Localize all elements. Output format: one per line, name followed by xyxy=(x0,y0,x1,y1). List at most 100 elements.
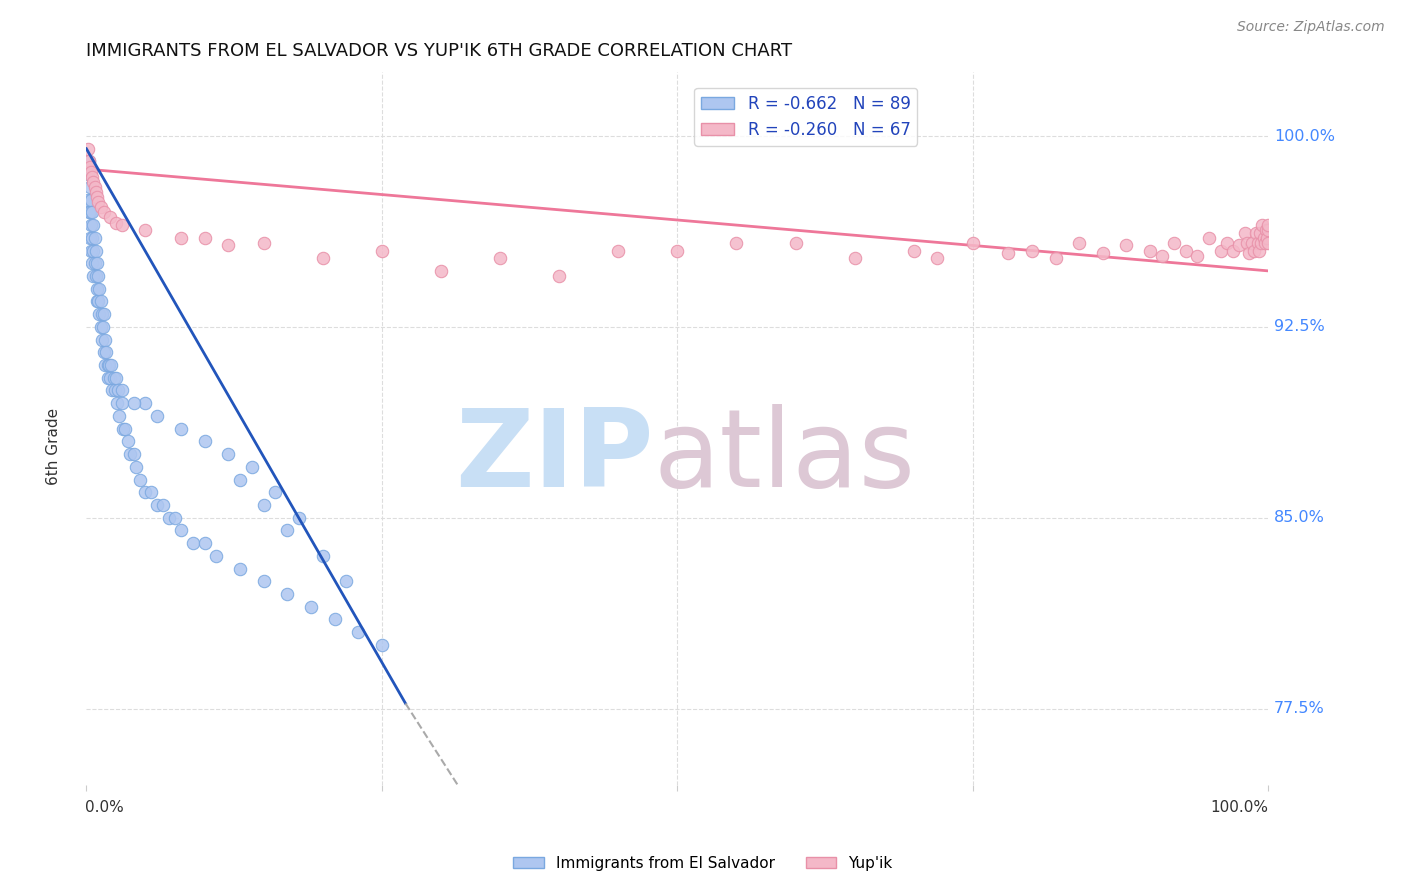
Text: atlas: atlas xyxy=(654,404,915,510)
Legend: R = -0.662   N = 89, R = -0.260   N = 67: R = -0.662 N = 89, R = -0.260 N = 67 xyxy=(695,88,917,145)
Point xyxy=(430,264,453,278)
Point xyxy=(79,231,101,245)
Point xyxy=(77,154,100,169)
Point xyxy=(107,384,129,398)
Text: 100.0%: 100.0% xyxy=(1274,128,1336,144)
Point xyxy=(1174,244,1197,258)
Point xyxy=(157,510,180,524)
Point xyxy=(1091,246,1114,260)
Point xyxy=(111,396,134,410)
Point xyxy=(80,244,103,258)
Point xyxy=(276,524,298,538)
Point xyxy=(97,370,120,384)
Point xyxy=(80,193,103,207)
Point xyxy=(77,154,100,169)
Point xyxy=(666,244,689,258)
Point xyxy=(312,251,335,265)
Point xyxy=(128,473,150,487)
Point xyxy=(90,200,112,214)
Text: 6th Grade: 6th Grade xyxy=(46,408,60,484)
Point xyxy=(76,193,98,207)
Point xyxy=(1198,231,1220,245)
Point xyxy=(1115,238,1137,252)
Point xyxy=(122,396,145,410)
Point xyxy=(80,218,103,232)
Point xyxy=(217,238,239,252)
Point xyxy=(120,447,142,461)
Point xyxy=(82,231,104,245)
Point xyxy=(1253,231,1275,245)
Text: 0.0%: 0.0% xyxy=(86,800,124,815)
Point xyxy=(1045,251,1067,265)
Point xyxy=(1249,226,1271,240)
Point xyxy=(194,434,217,449)
Point xyxy=(90,294,112,309)
Point xyxy=(104,370,127,384)
Point xyxy=(1222,244,1244,258)
Point xyxy=(371,638,394,652)
Text: 85.0%: 85.0% xyxy=(1274,510,1324,525)
Text: 92.5%: 92.5% xyxy=(1274,319,1324,334)
Point xyxy=(253,574,276,589)
Point xyxy=(111,384,134,398)
Point xyxy=(1247,235,1270,250)
Point xyxy=(103,370,125,384)
Text: IMMIGRANTS FROM EL SALVADOR VS YUP'IK 6TH GRADE CORRELATION CHART: IMMIGRANTS FROM EL SALVADOR VS YUP'IK 6T… xyxy=(86,42,793,60)
Point xyxy=(83,256,105,270)
Point xyxy=(97,358,120,372)
Point xyxy=(1209,244,1232,258)
Point xyxy=(489,251,512,265)
Point xyxy=(86,282,108,296)
Point xyxy=(141,485,163,500)
Point xyxy=(312,549,335,563)
Point xyxy=(229,473,252,487)
Point xyxy=(94,358,117,372)
Point xyxy=(844,251,866,265)
Point xyxy=(108,409,131,423)
Point xyxy=(82,256,104,270)
Point xyxy=(1257,223,1279,237)
Point xyxy=(785,235,807,250)
Point xyxy=(1254,235,1277,250)
Text: 77.5%: 77.5% xyxy=(1274,701,1324,716)
Point xyxy=(1247,244,1270,258)
Point xyxy=(170,422,193,436)
Point xyxy=(90,333,112,347)
Text: 100.0%: 100.0% xyxy=(1211,800,1268,815)
Text: Source: ZipAtlas.com: Source: ZipAtlas.com xyxy=(1237,20,1385,34)
Point xyxy=(83,180,105,194)
Point xyxy=(1069,235,1091,250)
Point xyxy=(288,510,311,524)
Point xyxy=(79,180,101,194)
Point xyxy=(146,498,169,512)
Point xyxy=(240,459,263,474)
Point xyxy=(1240,235,1263,250)
Point xyxy=(93,205,115,219)
Point xyxy=(111,218,134,232)
Point xyxy=(101,384,124,398)
Point xyxy=(84,244,107,258)
Point xyxy=(86,294,108,309)
Point xyxy=(253,498,276,512)
Point xyxy=(96,345,118,359)
Point xyxy=(152,498,174,512)
Point xyxy=(87,294,110,309)
Point xyxy=(104,384,127,398)
Point xyxy=(122,447,145,461)
Point xyxy=(548,268,571,283)
Point xyxy=(82,268,104,283)
Point xyxy=(962,235,984,250)
Point xyxy=(134,485,156,500)
Point xyxy=(229,561,252,575)
Point xyxy=(98,211,121,225)
Point xyxy=(82,175,104,189)
Point xyxy=(112,422,135,436)
Point xyxy=(927,251,949,265)
Point xyxy=(371,244,394,258)
Point xyxy=(1257,218,1279,232)
Point xyxy=(87,195,110,210)
Point xyxy=(83,231,105,245)
Point xyxy=(105,396,128,410)
Point xyxy=(1150,249,1173,263)
Point xyxy=(89,307,111,321)
